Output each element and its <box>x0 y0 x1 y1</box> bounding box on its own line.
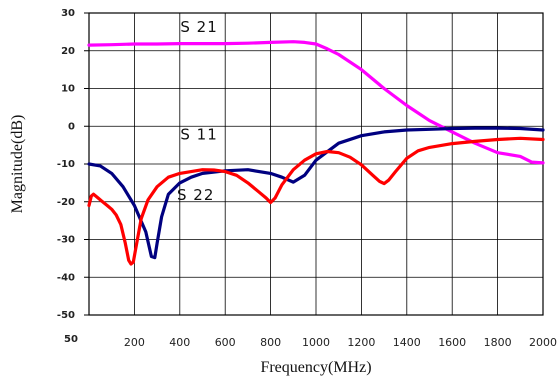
series-label-s21: S 21 <box>180 18 217 36</box>
y-tick-label: -40 <box>57 272 75 283</box>
series-group <box>87 40 545 266</box>
y-tick-label: 0 <box>68 121 75 132</box>
y-tick-label: 30 <box>61 8 75 19</box>
x-tick-label: 600 <box>215 336 236 349</box>
x-tick-label: 800 <box>260 336 281 349</box>
x-tick-label: 1000 <box>302 336 330 349</box>
y-tick-label: -50 <box>57 310 75 321</box>
x-tick-label: 1400 <box>393 336 421 349</box>
y-tick-label: -30 <box>57 235 75 246</box>
series-label-s22: S 22 <box>177 186 214 204</box>
y-tick-label: -10 <box>57 159 75 170</box>
x-tick-label: 2000 <box>529 336 557 349</box>
series-label-s11: S 11 <box>180 125 217 143</box>
x-axis-ticks: 200 400 600 800 1000 1200 1400 1600 1800 2000 50 <box>64 334 557 349</box>
y-tick-label: -20 <box>57 197 75 208</box>
series-labels: S 21 S 11 S 22 <box>177 18 217 204</box>
x-origin-label: 50 <box>64 334 78 345</box>
series-line-s11 <box>87 126 545 260</box>
x-tick-label: 200 <box>124 336 145 349</box>
series-line-s21 <box>87 40 545 165</box>
x-tick-label: 1800 <box>484 336 512 349</box>
grid <box>89 13 543 315</box>
y-axis-ticks: 30 20 10 0 -10 -20 -30 -40 -50 <box>57 8 89 321</box>
x-tick-label: 400 <box>169 336 190 349</box>
x-tick-label: 1200 <box>347 336 375 349</box>
y-tick-label: 10 <box>61 84 75 95</box>
x-tick-label: 1600 <box>438 336 466 349</box>
series-line-s22 <box>87 136 545 266</box>
y-axis-label: Magnitude(dB) <box>9 115 26 214</box>
x-axis-label: Frequency(MHz) <box>260 359 371 376</box>
y-tick-label: 20 <box>61 46 75 57</box>
